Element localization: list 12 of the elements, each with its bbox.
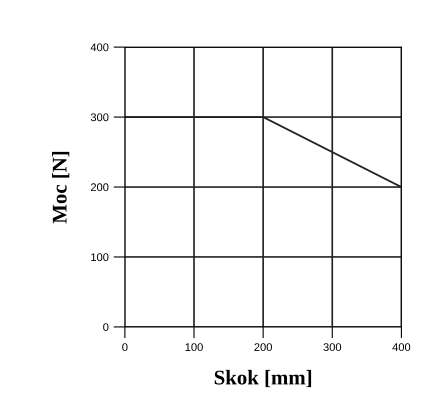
y-tick-label: 400 [90, 43, 108, 52]
y-axis-title: Moc [N] [52, 152, 70, 224]
x-axis-title: Skok [mm] [214, 370, 312, 388]
x-tick-label: 100 [186, 343, 203, 352]
y-tick-label: 300 [90, 113, 108, 122]
x-tick-label: 200 [254, 343, 272, 352]
x-tick-label: 300 [323, 343, 342, 352]
y-tick-label: 200 [90, 183, 108, 192]
y-tick-label: 0 [103, 323, 108, 332]
y-tick-label: 100 [91, 253, 108, 262]
x-tick-label: 400 [392, 343, 410, 352]
x-tick-label: 0 [122, 343, 128, 352]
